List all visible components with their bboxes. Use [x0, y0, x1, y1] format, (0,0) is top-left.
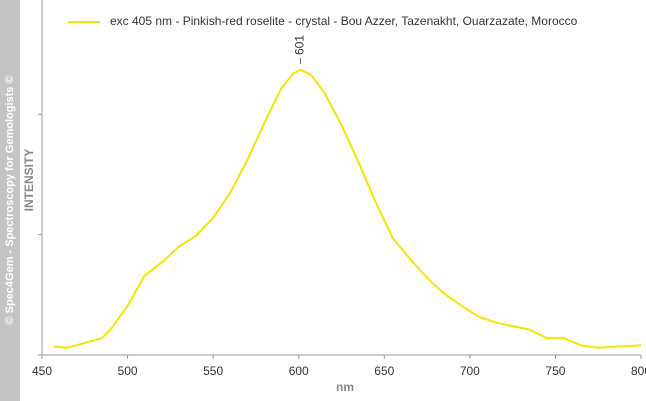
- x-tick-label: 600: [289, 364, 309, 378]
- x-axis-label: nm: [336, 380, 354, 394]
- watermark: © Spec4Gem - Spectroscopy for Gemologist…: [4, 75, 16, 324]
- legend-label: exc 405 nm - Pinkish-red roselite - crys…: [110, 14, 578, 28]
- x-tick-label: 550: [203, 364, 223, 378]
- x-tick-label: 800: [631, 364, 646, 378]
- annotation-label: 601: [293, 35, 307, 55]
- x-tick-label: 450: [32, 364, 52, 378]
- y-axis-label: INTENSITY: [22, 149, 36, 212]
- x-tick-label: 700: [460, 364, 480, 378]
- x-tick-label: 500: [118, 364, 138, 378]
- x-tick-label: 650: [374, 364, 394, 378]
- x-tick-label: 750: [545, 364, 565, 378]
- data-line: [53, 68, 642, 349]
- watermark-bar: [0, 0, 20, 401]
